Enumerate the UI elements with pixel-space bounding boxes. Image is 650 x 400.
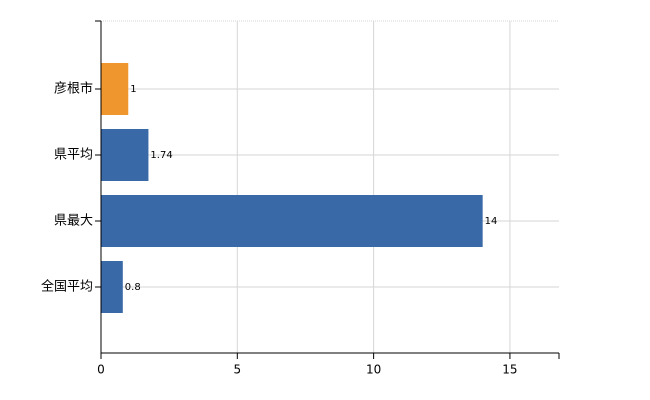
y-tick-label: 彦根市 <box>54 81 93 97</box>
x-tick-label: 0 <box>97 363 105 377</box>
x-tick-label: 15 <box>502 363 517 377</box>
value-label: 0.8 <box>125 282 141 293</box>
y-tick-label: 全国平均 <box>41 279 93 295</box>
bar <box>101 195 483 247</box>
bar <box>101 129 149 181</box>
x-tick-label: 10 <box>366 363 381 377</box>
y-tick-label: 県平均 <box>54 148 93 163</box>
value-label: 1.74 <box>150 150 172 161</box>
x-tick-label: 5 <box>233 363 241 377</box>
y-tick-label: 県最大 <box>54 214 93 229</box>
bar <box>101 63 129 115</box>
value-label: 14 <box>485 216 498 227</box>
bar <box>101 261 123 313</box>
value-label: 1 <box>130 84 136 95</box>
